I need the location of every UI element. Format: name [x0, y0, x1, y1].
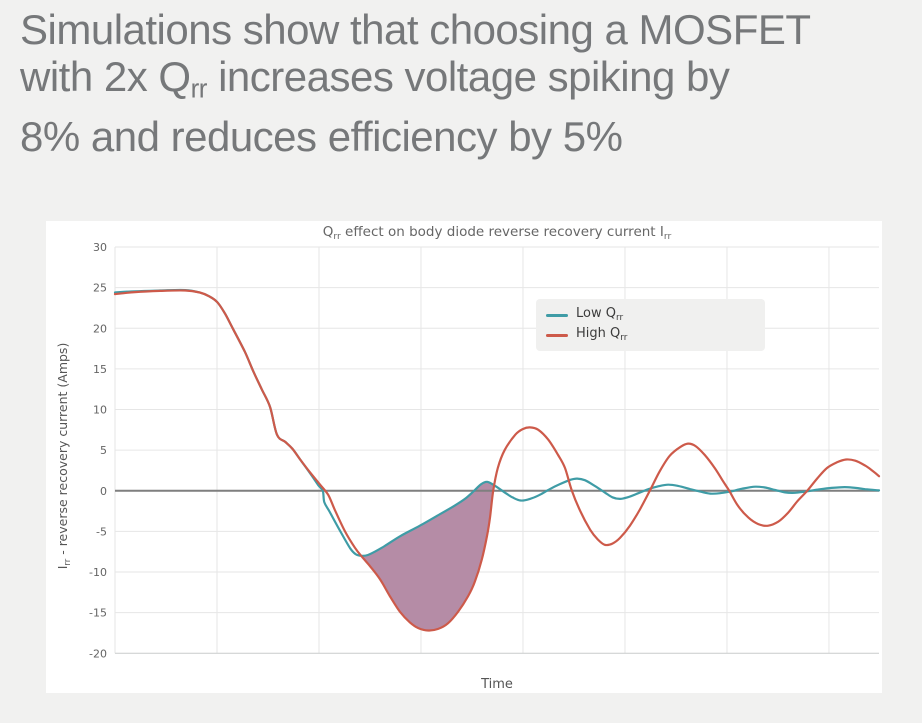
heading-line-3: 8% and reduces efficiency by 5%: [20, 112, 623, 160]
y-tick-label: -5: [96, 525, 107, 538]
legend-label-high-qrr: High Qrr: [576, 326, 628, 344]
qrr-subscript: rr: [190, 73, 208, 104]
page-heading: Simulations show that choosing a MOSFET …: [20, 6, 910, 160]
y-tick-label: -10: [89, 566, 107, 579]
y-tick-label: 20: [93, 322, 107, 335]
high-qrr-line-swatch: [546, 333, 568, 337]
high-qrr-curve: [113, 289, 881, 632]
chart-title: Qrr effect on body diode reverse recover…: [322, 224, 672, 243]
legend: Low Qrr High Qrr: [536, 299, 765, 351]
y-tick-label: 15: [93, 363, 107, 376]
y-tick-label: -20: [89, 647, 107, 660]
heading-line-2: with 2x Qrr increases voltage spiking by: [20, 53, 730, 104]
y-tick-label: 0: [100, 485, 107, 498]
plot-area: 30 25 20 15 10 5 0 -5 -10 -15 -20: [89, 241, 881, 660]
legend-item-low-qrr[interactable]: Low Qrr: [546, 305, 755, 325]
legend-item-high-qrr[interactable]: High Qrr: [546, 325, 755, 345]
y-tick-label: -15: [89, 607, 107, 620]
y-tick-label: 25: [93, 282, 107, 295]
low-qrr-line-swatch: [546, 313, 568, 317]
legend-label-low-qrr: Low Qrr: [576, 306, 624, 324]
qrr-difference-shaded-region: [361, 481, 494, 631]
heading-line-1: Simulations show that choosing a MOSFET: [20, 6, 811, 53]
y-tick-labels: 30 25 20 15 10 5 0 -5 -10 -15 -20: [89, 241, 107, 660]
chart-card: Qrr effect on body diode reverse recover…: [46, 221, 882, 693]
x-axis-title: Time: [481, 677, 513, 692]
y-tick-label: 10: [93, 404, 107, 417]
y-tick-label: 30: [93, 241, 107, 254]
y-tick-label: 5: [100, 444, 107, 457]
